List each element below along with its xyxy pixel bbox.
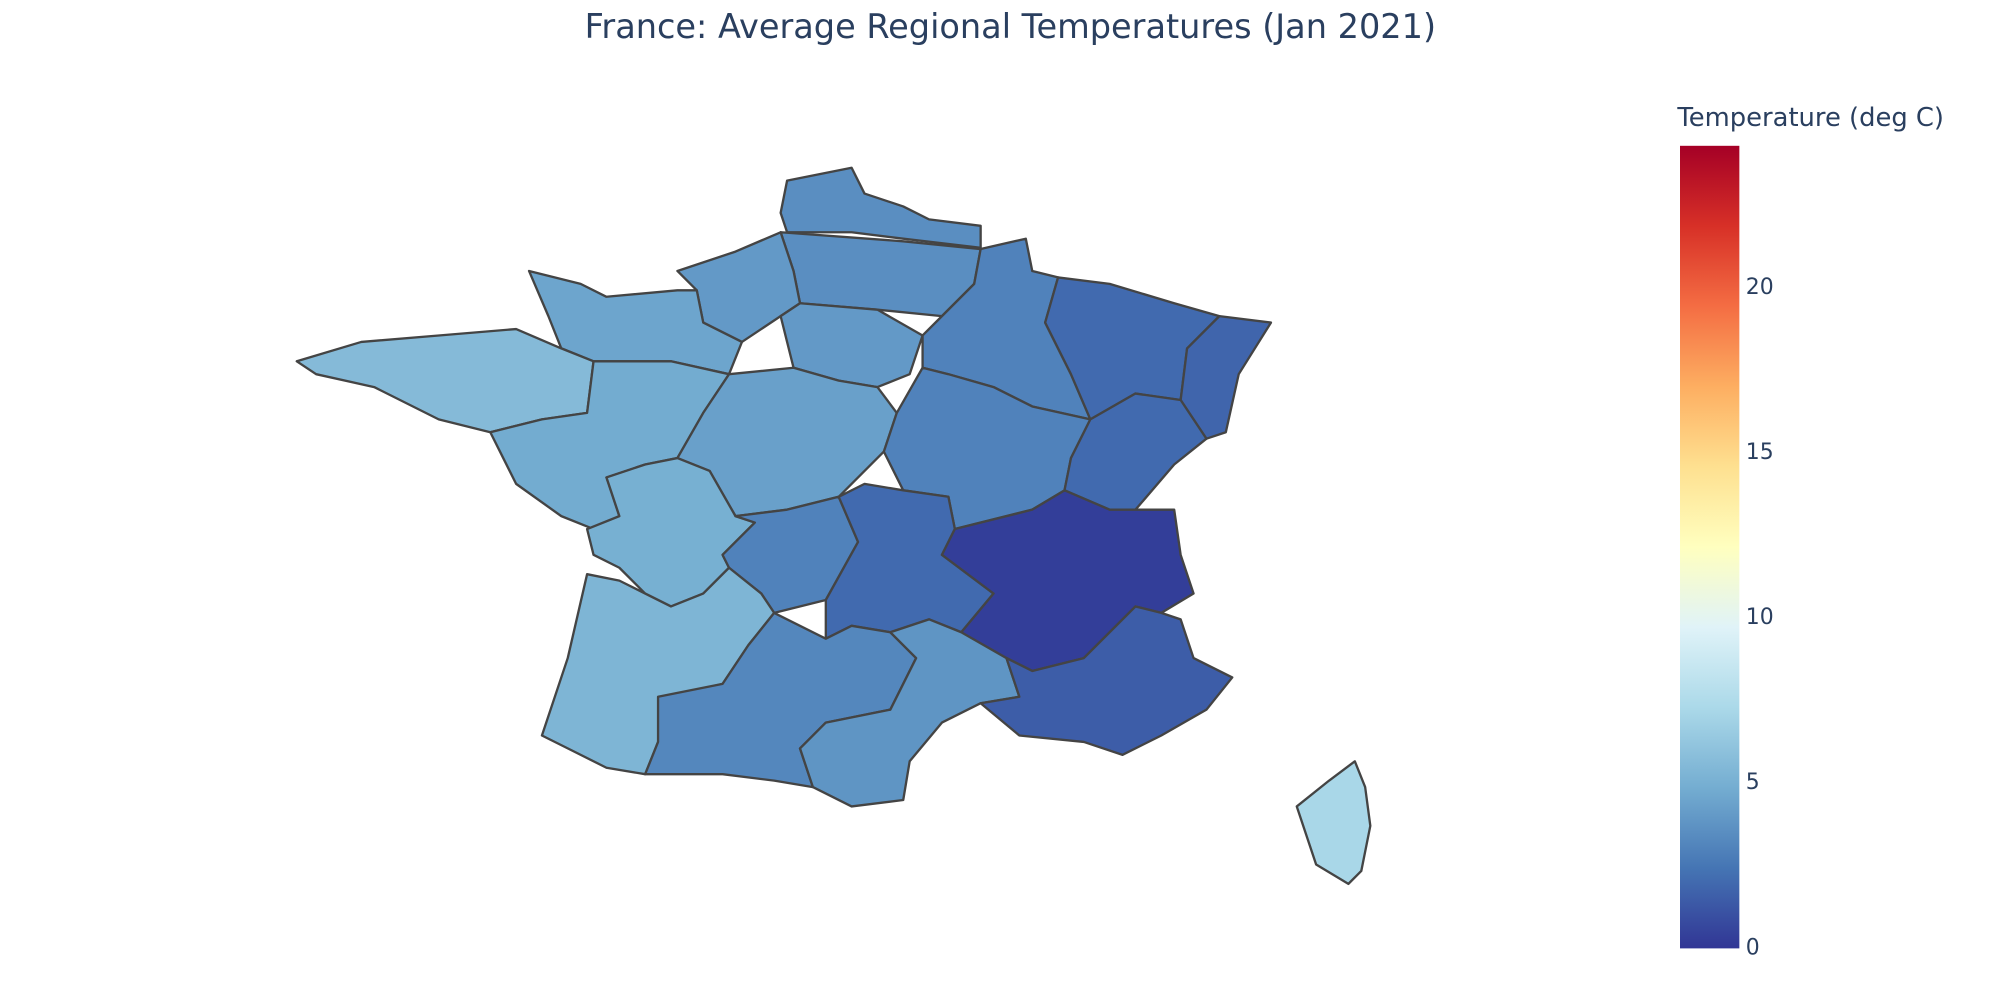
region: [1063, 392, 1208, 511]
colorbar-tick-label: 5: [1746, 770, 1760, 795]
region: [798, 618, 1021, 808]
region: [779, 166, 982, 249]
region: [1295, 760, 1372, 886]
colorbar-tick-label: 20: [1746, 275, 1774, 300]
colorbar-title: Temperature (deg C): [1676, 103, 1944, 133]
colorbar: [1680, 145, 1740, 949]
region: [779, 302, 924, 389]
region: [295, 327, 595, 434]
colorbar-tick-label: 10: [1746, 605, 1774, 630]
region: [1179, 314, 1273, 440]
region: [979, 605, 1234, 756]
colorbar-tick-label: 15: [1746, 440, 1774, 465]
chart-title: France: Average Regional Temperatures (J…: [585, 7, 1436, 46]
colorbar-tick-label: 0: [1746, 935, 1760, 960]
